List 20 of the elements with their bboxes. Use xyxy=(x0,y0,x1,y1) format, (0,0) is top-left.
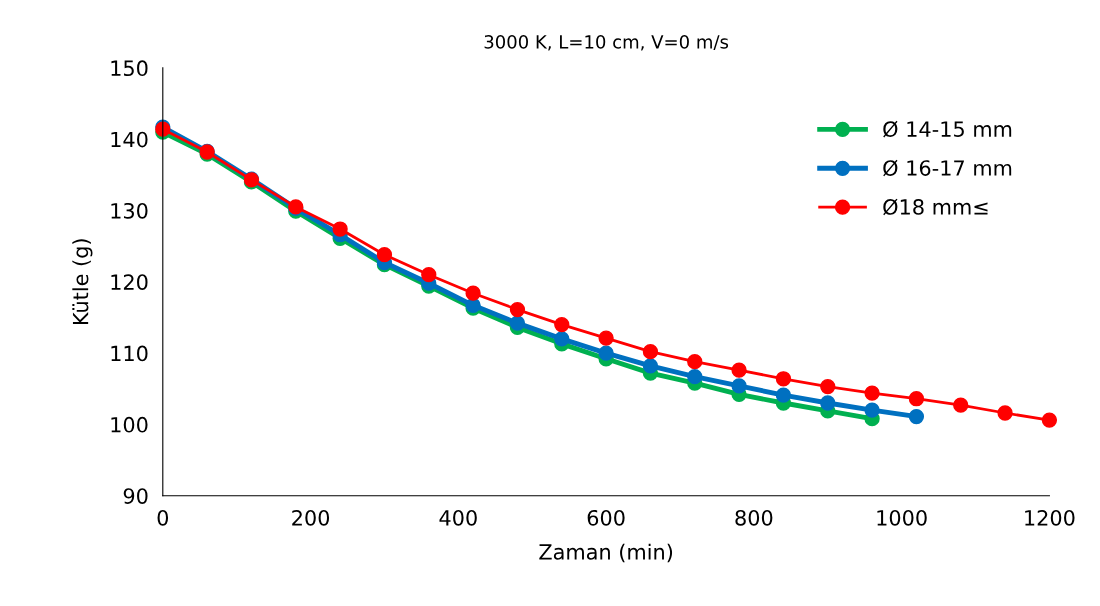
legend-label: Ø 16-17 mm xyxy=(883,159,1012,177)
x-tick-label: 400 xyxy=(439,509,477,526)
x-tick-label: 1000 xyxy=(877,509,927,526)
y-tick-label: 90 xyxy=(123,488,148,504)
y-axis-title: Kütle (g) xyxy=(72,239,93,325)
x-tick-label: 600 xyxy=(587,509,625,526)
y-tick-label: 150 xyxy=(111,60,148,77)
legend-label: Ø18 mm≤ xyxy=(883,198,988,216)
legend-label: Ø 14-15 mm xyxy=(883,120,1012,138)
chart-title: 3000 K, L=10 cm, V=0 m/s xyxy=(484,35,729,51)
x-tick-label: 1200 xyxy=(1025,509,1075,526)
y-tick-label: 130 xyxy=(111,202,148,219)
x-axis-title: Zaman (min) xyxy=(539,543,673,563)
x-tick-label: 800 xyxy=(735,509,773,526)
y-tick-label: 100 xyxy=(111,416,148,433)
y-tick-label: 140 xyxy=(111,131,148,148)
x-tick-label: 0 xyxy=(157,509,169,526)
y-tick-label: 110 xyxy=(111,345,148,362)
x-tick-label: 200 xyxy=(292,509,330,526)
y-tick-label: 120 xyxy=(111,274,148,290)
